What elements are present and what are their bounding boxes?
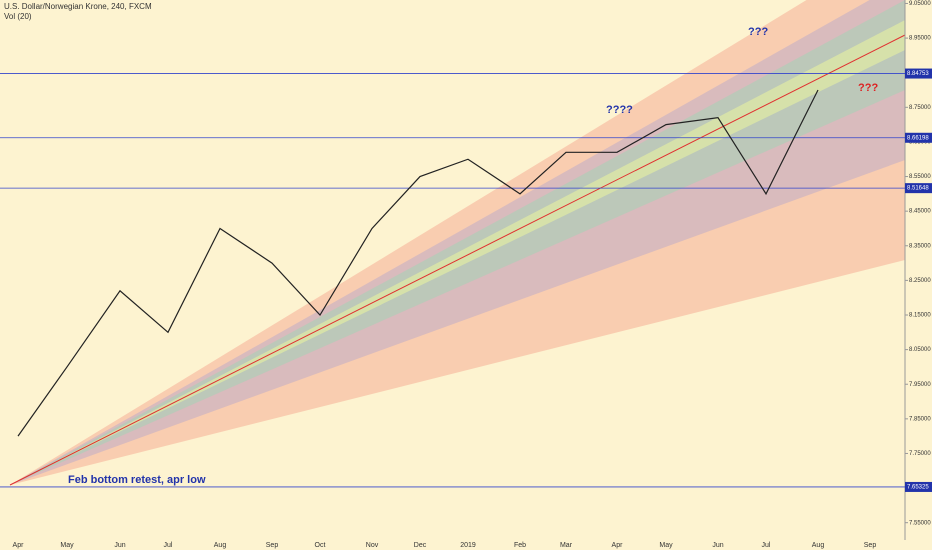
y-tick-label: 8.05000 bbox=[909, 347, 931, 353]
y-tick-label: 8.55000 bbox=[909, 174, 931, 180]
x-tick-label: Oct bbox=[315, 542, 326, 549]
y-tick-label: 8.15000 bbox=[909, 313, 931, 319]
level-label: 8.66198 bbox=[907, 135, 929, 141]
y-tick-label: 7.75000 bbox=[909, 451, 931, 457]
x-tick-label: May bbox=[659, 542, 673, 549]
level-tag bbox=[905, 481, 932, 492]
x-tick-label: Jun bbox=[114, 542, 125, 549]
y-tick-label: 9.05000 bbox=[909, 1, 931, 7]
level-tag bbox=[905, 68, 932, 79]
y-tick-label: 8.35000 bbox=[909, 243, 931, 249]
y-tick-label: 7.55000 bbox=[909, 520, 931, 526]
x-tick-label: Sep bbox=[266, 542, 279, 549]
x-tick-label: Jul bbox=[164, 542, 173, 549]
pitchfan bbox=[9, 0, 906, 486]
x-tick-label: Jul bbox=[762, 542, 771, 549]
annotation: Feb bottom retest, apr low bbox=[68, 474, 206, 486]
x-tick-label: 2019 bbox=[460, 542, 476, 549]
x-tick-label: Nov bbox=[366, 542, 379, 549]
y-tick-label: 8.25000 bbox=[909, 278, 931, 284]
y-tick-label: 7.95000 bbox=[909, 382, 931, 388]
level-label: 8.51648 bbox=[907, 186, 929, 192]
annotation: ??? bbox=[748, 26, 768, 38]
chart-title: U.S. Dollar/Norwegian Krone, 240, FXCM bbox=[4, 2, 152, 11]
x-tick-label: Jun bbox=[712, 542, 723, 549]
x-tick-label: Aug bbox=[812, 542, 825, 549]
x-tick-label: Feb bbox=[514, 542, 526, 549]
x-tick-label: Aug bbox=[214, 542, 227, 549]
level-tag bbox=[905, 183, 932, 194]
x-tick-label: Mar bbox=[560, 542, 573, 549]
x-tick-label: Dec bbox=[414, 542, 427, 549]
x-tick-label: Apr bbox=[13, 542, 25, 549]
level-label: 8.84753 bbox=[907, 71, 929, 77]
level-tag bbox=[905, 132, 932, 143]
annotation: ???? bbox=[606, 104, 633, 116]
y-tick-label: 8.45000 bbox=[909, 209, 931, 215]
level-label: 7.65325 bbox=[907, 485, 929, 491]
y-tick-label: 8.75000 bbox=[909, 105, 931, 111]
price-axis bbox=[905, 0, 932, 550]
y-tick-label: 8.95000 bbox=[909, 36, 931, 42]
x-tick-label: Apr bbox=[612, 542, 624, 549]
annotation: ??? bbox=[858, 82, 878, 94]
chart-subtitle: Vol (20) bbox=[4, 12, 32, 21]
y-tick-label: 7.85000 bbox=[909, 416, 931, 422]
x-tick-label: Sep bbox=[864, 542, 877, 549]
price-line bbox=[17, 89, 819, 437]
x-tick-label: May bbox=[60, 542, 74, 549]
